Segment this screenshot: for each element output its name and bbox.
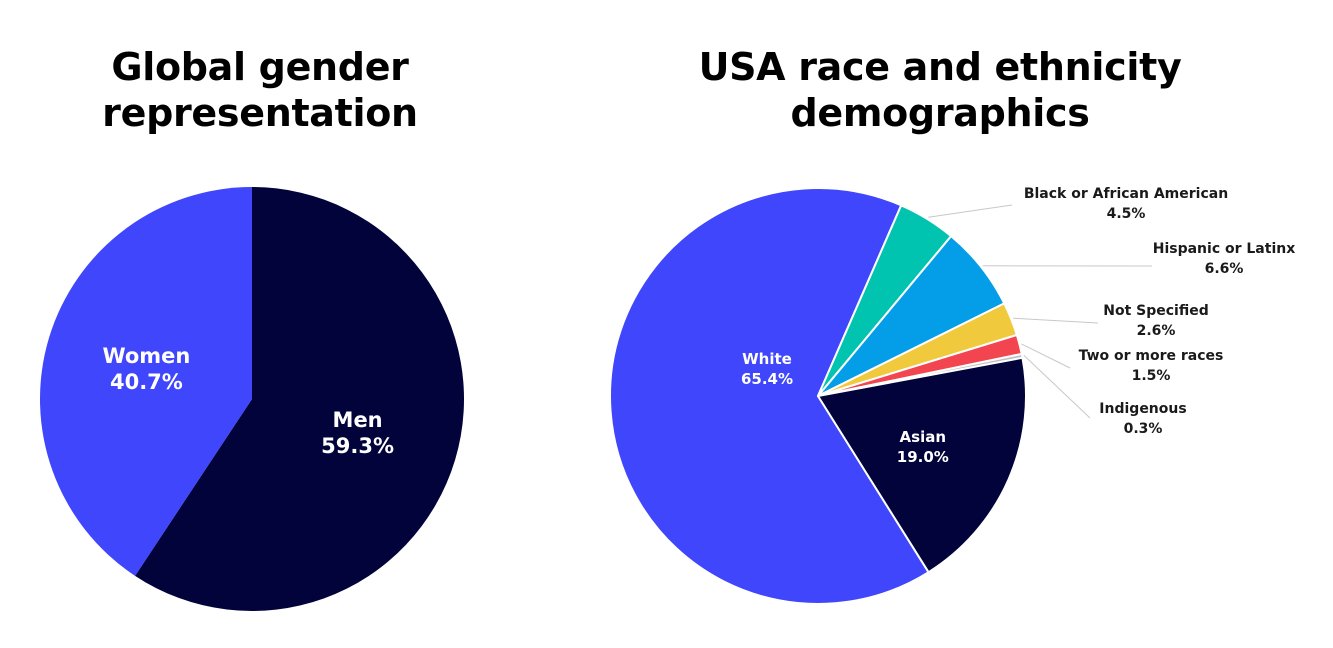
slice-label-asian: Asian <box>900 428 946 446</box>
callout-value-hispanic-or-latinx: 6.6% <box>1205 261 1244 277</box>
callout-leader-indigenous <box>1023 355 1091 419</box>
slice-value-men: 59.3% <box>321 434 394 458</box>
chart-title-gender: Global gender representation <box>20 44 500 136</box>
callout-label-not-specified: Not Specified <box>1103 303 1209 319</box>
pie-slice-women <box>40 187 253 576</box>
chart-title-race-line-2: demographics <box>790 91 1090 135</box>
callout-leader-black-or-african-american <box>928 204 1013 218</box>
pie-slice-white <box>609 187 930 605</box>
slice-label-men: Men <box>333 408 383 432</box>
callout-label-indigenous: Indigenous <box>1099 401 1186 417</box>
callout-leader-two-or-more-races <box>1021 343 1071 369</box>
chart-title-gender-line-1: Global gender <box>111 45 409 89</box>
callout-value-indigenous: 0.3% <box>1124 421 1163 437</box>
slice-label-white: White <box>742 350 792 368</box>
slice-value-women: 40.7% <box>110 370 183 394</box>
chart-title-race: USA race and ethnicity demographics <box>640 44 1240 136</box>
callout-value-black-or-african-american: 4.5% <box>1107 206 1146 222</box>
chart-title-race-line-1: USA race and ethnicity <box>698 45 1182 89</box>
pie-chart-race: White 65.4% Black or African American 4.5% H… <box>609 186 1296 605</box>
pie-slice-men <box>135 187 465 611</box>
chart-title-gender-line-2: representation <box>102 91 418 135</box>
slice-value-white: 65.4% <box>741 370 793 388</box>
callout-label-hispanic-or-latinx: Hispanic or Latinx <box>1153 241 1296 257</box>
callout-label-two-or-more-races: Two or more races <box>1079 348 1224 364</box>
callout-value-not-specified: 2.6% <box>1137 323 1176 339</box>
slice-value-asian: 19.0% <box>897 448 949 466</box>
pie-slice-asian <box>817 356 1027 574</box>
callout-leader-not-specified <box>1013 317 1099 324</box>
slice-label-women: Women <box>102 344 190 368</box>
callout-label-black-or-african-american: Black or African American <box>1024 186 1228 202</box>
callout-value-two-or-more-races: 1.5% <box>1132 368 1171 384</box>
